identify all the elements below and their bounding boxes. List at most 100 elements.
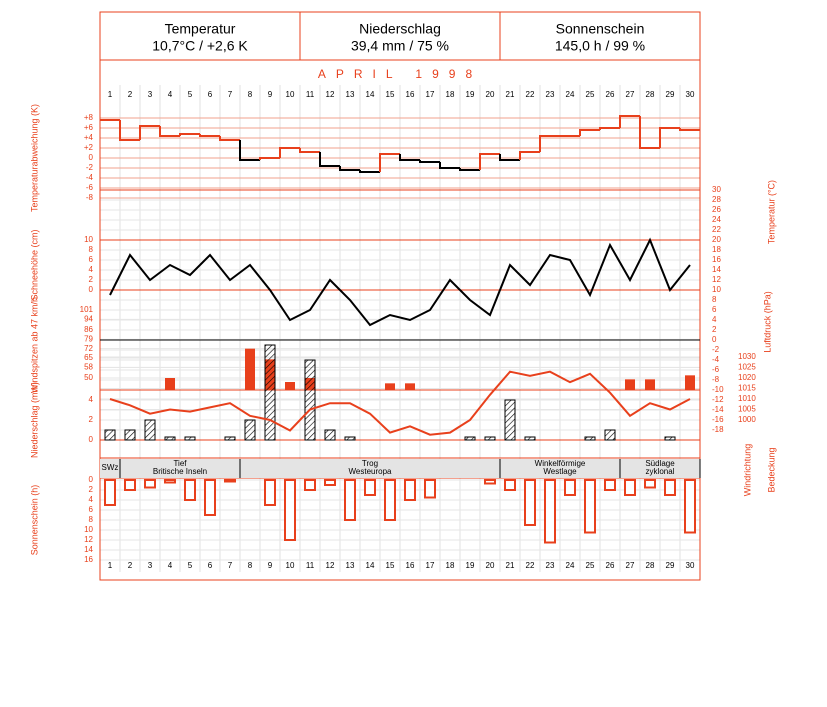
y-tick-label: -12 [712, 395, 724, 404]
day-label: 1 [108, 90, 113, 99]
day-label: 19 [466, 90, 475, 99]
bar [164, 479, 176, 484]
y-tick-label: 16 [712, 255, 721, 264]
day-label: 17 [426, 561, 435, 570]
day-label: 16 [406, 90, 415, 99]
bar [564, 479, 576, 496]
header-title: Temperatur [165, 21, 236, 37]
bar [524, 479, 536, 526]
y-tick-label: 14 [712, 265, 721, 274]
day-label: 30 [686, 90, 695, 99]
y-tick-label: 28 [712, 195, 721, 204]
pattern-label: Winkelförmige [535, 459, 586, 468]
bar [504, 399, 516, 441]
y-tick-label: 101 [80, 305, 94, 314]
day-label: 5 [188, 90, 193, 99]
bar [604, 429, 616, 441]
y-tick-label: 8 [89, 245, 94, 254]
day-label: 5 [188, 561, 193, 570]
temp-deviation-step [519, 151, 540, 160]
day-label: 3 [148, 90, 153, 99]
header-value: 39,4 mm / 75 % [351, 38, 449, 54]
bar [424, 479, 436, 499]
temp-deviation-step [359, 170, 380, 173]
y-tick-label: 1000 [738, 415, 756, 424]
y-tick-label: 10 [84, 525, 93, 534]
bar [104, 479, 116, 506]
day-label: 13 [346, 90, 355, 99]
bar [184, 479, 196, 501]
bar [104, 429, 116, 441]
day-label: 8 [248, 90, 253, 99]
temp-deviation-step [599, 127, 620, 130]
axis-label: Temperaturabweichung (K) [29, 104, 39, 212]
bar [364, 479, 376, 496]
y-tick-label: 24 [712, 215, 721, 224]
y-tick-label: 22 [712, 225, 721, 234]
day-label: 13 [346, 561, 355, 570]
temp-deviation-step [459, 168, 480, 171]
y-tick-label: 6 [89, 505, 94, 514]
pattern-band [100, 459, 700, 478]
bar [544, 479, 556, 544]
day-label: 18 [446, 90, 455, 99]
header-value: 10,7°C / +2,6 K [152, 38, 248, 54]
day-label: 26 [606, 90, 615, 99]
y-tick-label: +4 [84, 133, 94, 142]
header-value: 145,0 h / 99 % [555, 38, 645, 54]
bar [144, 479, 156, 489]
bar [645, 379, 655, 390]
month: APRIL 1998 [318, 67, 482, 81]
bar [184, 436, 196, 441]
axis-label: Luftdruck (hPa) [762, 291, 772, 353]
day-label: 22 [526, 90, 535, 99]
bar [165, 378, 175, 390]
y-tick-label: -18 [712, 425, 724, 434]
day-label: 10 [286, 561, 295, 570]
temp-deviation-step [579, 129, 600, 136]
day-label: 14 [366, 561, 375, 570]
day-label: 4 [168, 561, 173, 570]
y-tick-label: -6 [712, 365, 720, 374]
pattern-label: Britische Inseln [153, 467, 207, 476]
y-tick-label: -2 [86, 163, 94, 172]
day-label: 26 [606, 561, 615, 570]
y-tick-label: 10 [712, 285, 721, 294]
y-tick-label: 20 [712, 235, 721, 244]
y-tick-label: -4 [86, 173, 94, 182]
bar [484, 479, 496, 485]
y-tick-label: 94 [84, 314, 93, 323]
temp-deviation-step [439, 162, 460, 169]
temp-deviation-step [239, 140, 260, 161]
y-tick-label: 1005 [738, 405, 756, 414]
bar [284, 479, 296, 541]
bar [264, 344, 276, 441]
bar [405, 383, 415, 390]
bar [144, 419, 156, 441]
y-tick-label: 12 [84, 535, 93, 544]
bar [625, 379, 635, 390]
y-tick-label: 1025 [738, 363, 756, 372]
bar [384, 479, 396, 521]
day-label: 23 [546, 90, 555, 99]
bar [644, 479, 656, 489]
y-tick-label: 72 [84, 344, 93, 353]
frame [99, 11, 701, 581]
y-tick-label: 10 [84, 235, 93, 244]
day-label: 21 [506, 561, 515, 570]
y-tick-label: +8 [84, 113, 94, 122]
bar [684, 479, 696, 534]
pattern-label: Westeuropa [349, 467, 393, 476]
bar [244, 419, 256, 441]
bar [584, 479, 596, 534]
y-tick-label: +6 [84, 123, 94, 132]
axis-label: Windspitzen ab 47 km/h [29, 297, 39, 393]
day-label: 11 [306, 561, 315, 570]
bar [224, 479, 236, 483]
y-tick-label: -14 [712, 405, 724, 414]
y-tick-label: 14 [84, 545, 93, 554]
right-label: Windrichtung [742, 444, 752, 497]
axis-label: Niederschlag (mm) [29, 382, 39, 458]
temp-deviation-step [259, 157, 280, 160]
